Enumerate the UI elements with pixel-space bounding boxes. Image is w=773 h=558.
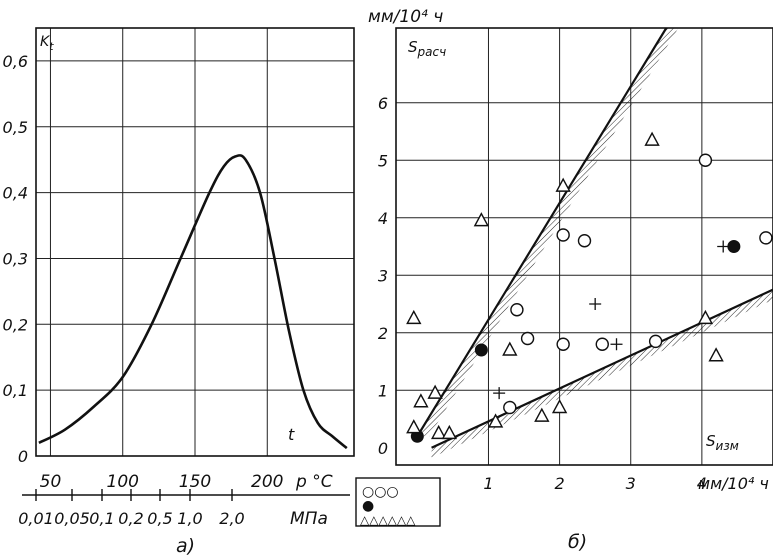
panel-b-x-ticks: 1 2 3 4 bbox=[483, 474, 707, 493]
panel-b-y-tick: 5 bbox=[378, 151, 388, 170]
panel-a-pressure-tick: 0,1 bbox=[89, 509, 114, 528]
point-triangle bbox=[555, 177, 571, 192]
panel-a-pressure-tick: 0,05 bbox=[54, 509, 90, 528]
point-triangle bbox=[708, 347, 724, 362]
panel-b-y-tick: 3 bbox=[378, 266, 388, 285]
panel-b-points bbox=[406, 131, 773, 443]
panel-b-x-unit: мм/10⁴ ч bbox=[698, 474, 769, 493]
panel-b-x-tick: 1 bbox=[483, 474, 493, 493]
point-triangle bbox=[413, 393, 429, 408]
panel-b-x-tick: 4 bbox=[697, 474, 707, 493]
point-open-circle bbox=[577, 234, 592, 248]
panel-a-pressure-tick: 0,5 bbox=[147, 509, 172, 528]
point-plus bbox=[589, 298, 602, 310]
panel-b-frame bbox=[395, 27, 773, 466]
point-triangle bbox=[534, 407, 550, 422]
panel-a-grid bbox=[36, 28, 354, 456]
point-open-circle bbox=[510, 303, 524, 317]
panel-a-pressure-tick: 0,01 bbox=[18, 509, 54, 528]
panel-a-temperature-tick: 50 bbox=[40, 472, 62, 492]
point-triangle bbox=[427, 384, 443, 399]
point-open-circle bbox=[595, 337, 609, 351]
point-triangle bbox=[551, 399, 568, 414]
panel-a-temperature-tick: 150 bbox=[179, 472, 211, 492]
panel-a-curve bbox=[38, 154, 348, 450]
point-plus bbox=[717, 240, 730, 253]
point-open-circle bbox=[648, 334, 663, 349]
panel-b: мм/10⁴ ч 0 1 2 3 4 5 6 1 2 3 4 мм/10⁴ ч Sрасч Sиз… bbox=[355, 7, 773, 553]
panel-a-temperature-tick: 200 bbox=[251, 472, 283, 492]
panel-a-y-tick: 0,2 bbox=[3, 315, 28, 334]
panel-a-pressure-tick: 1,0 bbox=[177, 509, 202, 528]
point-filled-circle bbox=[474, 343, 488, 357]
panel-a-y-tick: 0,5 bbox=[3, 118, 28, 137]
panel-b-top-unit: мм/10⁴ ч bbox=[368, 7, 443, 27]
panel-b-y-ticks: 0 1 2 3 4 5 6 bbox=[378, 94, 388, 458]
panel-b-x-label: Sизм bbox=[706, 432, 739, 453]
panel-b-lower-bound-hatch bbox=[431, 289, 773, 458]
panel-a-y-tick: 0 bbox=[18, 447, 28, 466]
panel-a-y-tick: 0,3 bbox=[3, 249, 28, 268]
panel-a-pressure-tick: 2,0 bbox=[219, 509, 244, 528]
point-triangle bbox=[487, 413, 504, 428]
panel-a-temperature-unit: p °C bbox=[295, 472, 333, 492]
panel-a-curve-label: t bbox=[288, 425, 295, 444]
point-open-circle bbox=[503, 400, 517, 415]
point-open-circle bbox=[520, 331, 535, 346]
panel-b-x-tick: 2 bbox=[555, 474, 565, 493]
point-triangle bbox=[406, 419, 422, 434]
point-open-circle bbox=[556, 228, 570, 242]
panel-a-frame bbox=[35, 27, 355, 457]
point-plus bbox=[610, 338, 623, 351]
panel-a-y-tick: 0,6 bbox=[3, 52, 28, 71]
panel-b-y-tick: 0 bbox=[378, 439, 388, 458]
legend-filled-circle: ● bbox=[362, 498, 374, 514]
panel-a-pressure-axis: 0,01 0,05 0,1 0,2 0,5 1,0 2,0 bbox=[18, 489, 245, 528]
panel-b-lower-bound-line bbox=[431, 288, 773, 449]
panel-a-pressure-unit: МПа bbox=[290, 509, 328, 529]
point-plus bbox=[493, 387, 506, 400]
point-triangle bbox=[473, 212, 490, 227]
panel-a-y-label: Kt bbox=[40, 34, 54, 53]
point-triangle bbox=[697, 309, 714, 325]
point-triangle bbox=[644, 131, 660, 146]
point-triangle bbox=[431, 424, 447, 440]
legend-open-circles: ○○○ bbox=[362, 484, 399, 500]
panel-a-pressure-tick: 0,2 bbox=[118, 509, 143, 528]
point-filled-circle bbox=[727, 240, 741, 253]
point-triangle bbox=[406, 309, 422, 325]
panel-b-y-tick: 1 bbox=[378, 381, 388, 400]
panel-a-label: а) bbox=[176, 535, 195, 557]
panel-a-y-ticks: 0 0,1 0,2 0,3 0,4 0,5 0,6 bbox=[3, 52, 28, 466]
legend-box bbox=[355, 477, 441, 527]
panel-a-y-tick: 0,4 bbox=[3, 184, 28, 203]
panel-b-label: б) bbox=[568, 531, 587, 553]
panel-b-x-tick: 3 bbox=[626, 474, 636, 493]
panel-a-temperature-axis: 50 100 150 200 bbox=[40, 472, 284, 492]
panel-b-y-tick: 2 bbox=[378, 324, 388, 343]
panel-b-y-label: Sрасч bbox=[408, 38, 446, 59]
panel-b-upper-bound-line bbox=[416, 27, 668, 437]
point-open-circle bbox=[698, 153, 713, 167]
panel-a-y-tick: 0,1 bbox=[3, 381, 28, 400]
panel-b-upper-bound-hatch bbox=[417, 28, 679, 437]
point-triangle bbox=[502, 341, 518, 356]
panel-b-y-tick: 6 bbox=[378, 94, 388, 113]
panel-b-y-tick: 4 bbox=[378, 209, 388, 228]
panel-a-temperature-tick: 100 bbox=[107, 472, 139, 492]
panel-a: 00,10,20,30,40,50,6 Kt t 50 100 150 200 p °… bbox=[3, 27, 355, 557]
legend-triangles: △△△△△△ bbox=[360, 513, 416, 527]
point-open-circle bbox=[759, 231, 773, 245]
point-open-circle bbox=[556, 337, 570, 351]
point-triangle bbox=[441, 424, 458, 440]
